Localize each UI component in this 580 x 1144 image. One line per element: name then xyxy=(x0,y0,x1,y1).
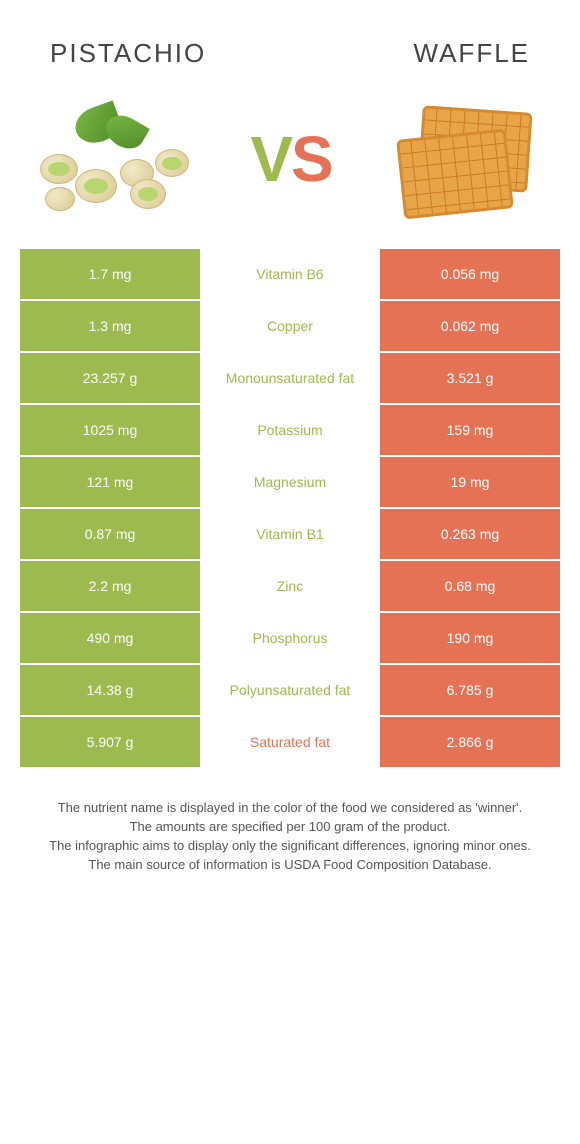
vs-label: V S xyxy=(250,122,329,196)
left-value: 23.257 g xyxy=(20,353,200,403)
nutrient-label: Monounsaturated fat xyxy=(200,353,380,403)
nutrient-label: Copper xyxy=(200,301,380,351)
left-value: 121 mg xyxy=(20,457,200,507)
table-row: 1025 mgPotassium159 mg xyxy=(20,405,560,455)
nutrient-label: Polyunsaturated fat xyxy=(200,665,380,715)
comparison-table: 1.7 mgVitamin B60.056 mg1.3 mgCopper0.06… xyxy=(20,249,560,767)
waffle-image xyxy=(380,99,550,219)
table-row: 1.7 mgVitamin B60.056 mg xyxy=(20,249,560,299)
nutrient-label: Vitamin B1 xyxy=(200,509,380,559)
footer-line: The nutrient name is displayed in the co… xyxy=(40,799,540,818)
right-value: 190 mg xyxy=(380,613,560,663)
table-row: 5.907 gSaturated fat2.866 g xyxy=(20,717,560,767)
left-value: 490 mg xyxy=(20,613,200,663)
title-right: Waffle xyxy=(414,38,530,69)
table-row: 0.87 mgVitamin B10.263 mg xyxy=(20,509,560,559)
table-row: 2.2 mgZinc0.68 mg xyxy=(20,561,560,611)
footer-notes: The nutrient name is displayed in the co… xyxy=(20,769,560,904)
left-value: 1025 mg xyxy=(20,405,200,455)
right-value: 19 mg xyxy=(380,457,560,507)
right-value: 0.062 mg xyxy=(380,301,560,351)
table-row: 490 mgPhosphorus190 mg xyxy=(20,613,560,663)
nutrient-label: Potassium xyxy=(200,405,380,455)
right-value: 2.866 g xyxy=(380,717,560,767)
right-value: 6.785 g xyxy=(380,665,560,715)
left-value: 0.87 mg xyxy=(20,509,200,559)
right-value: 0.68 mg xyxy=(380,561,560,611)
table-row: 14.38 gPolyunsaturated fat6.785 g xyxy=(20,665,560,715)
footer-line: The amounts are specified per 100 gram o… xyxy=(40,818,540,837)
title-left: Pistachio xyxy=(50,38,206,69)
left-value: 1.7 mg xyxy=(20,249,200,299)
vs-v: V xyxy=(250,122,289,196)
nutrient-label: Saturated fat xyxy=(200,717,380,767)
left-value: 5.907 g xyxy=(20,717,200,767)
footer-line: The main source of information is USDA F… xyxy=(40,856,540,875)
nutrient-label: Phosphorus xyxy=(200,613,380,663)
right-value: 0.263 mg xyxy=(380,509,560,559)
table-row: 121 mgMagnesium19 mg xyxy=(20,457,560,507)
right-value: 3.521 g xyxy=(380,353,560,403)
vs-s: S xyxy=(291,122,330,196)
footer-line: The infographic aims to display only the… xyxy=(40,837,540,856)
left-value: 14.38 g xyxy=(20,665,200,715)
table-row: 1.3 mgCopper0.062 mg xyxy=(20,301,560,351)
left-value: 1.3 mg xyxy=(20,301,200,351)
title-row: Pistachio Waffle xyxy=(20,18,560,79)
hero-row: V S xyxy=(20,79,560,249)
nutrient-label: Zinc xyxy=(200,561,380,611)
table-row: 23.257 gMonounsaturated fat3.521 g xyxy=(20,353,560,403)
left-value: 2.2 mg xyxy=(20,561,200,611)
right-value: 0.056 mg xyxy=(380,249,560,299)
pistachio-image xyxy=(30,99,200,219)
nutrient-label: Vitamin B6 xyxy=(200,249,380,299)
nutrient-label: Magnesium xyxy=(200,457,380,507)
right-value: 159 mg xyxy=(380,405,560,455)
